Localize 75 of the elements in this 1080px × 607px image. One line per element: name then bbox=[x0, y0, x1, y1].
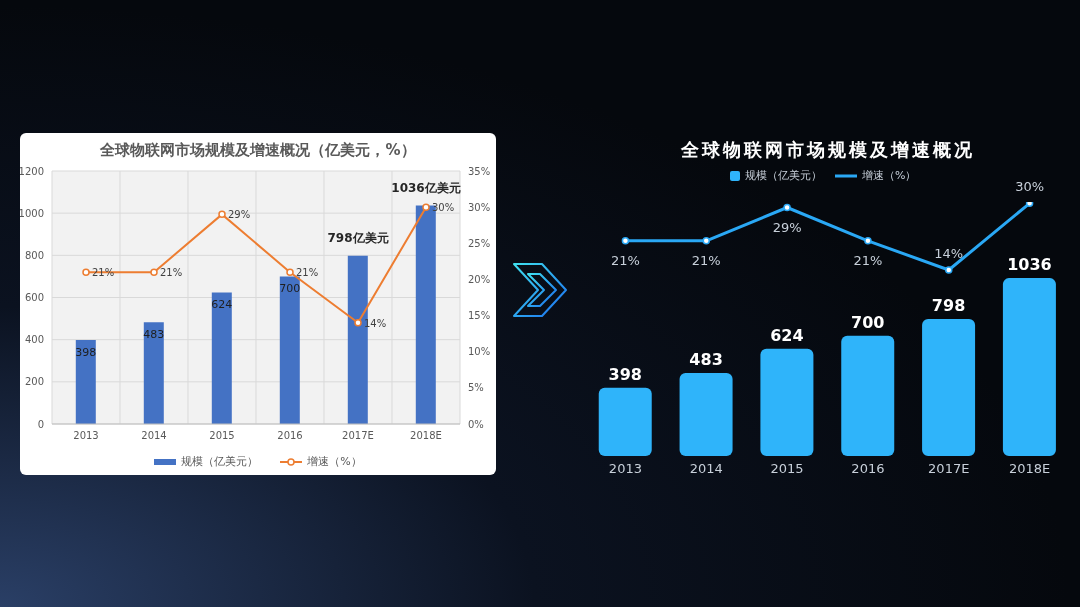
data-label: 21% bbox=[296, 267, 319, 279]
x-tick-label: 2018E bbox=[1008, 461, 1051, 477]
y-tick-label: 800 bbox=[24, 249, 44, 261]
data-label: 21% bbox=[853, 252, 883, 268]
x-tick-label: 2016 bbox=[277, 430, 303, 442]
annotation: 798亿美元 bbox=[327, 230, 389, 245]
bar bbox=[922, 318, 976, 456]
y2-tick-label: 15% bbox=[468, 310, 491, 322]
point bbox=[218, 210, 226, 219]
x-tick-label: 2013 bbox=[608, 461, 642, 477]
x-tick-label: 2013 bbox=[73, 430, 99, 442]
data-label: 21% bbox=[691, 252, 721, 268]
point bbox=[150, 268, 158, 276]
x-tick-label: 2015 bbox=[770, 461, 804, 477]
bar bbox=[143, 322, 164, 424]
data-label: 624 bbox=[211, 298, 233, 312]
y2-tick-label: 25% bbox=[468, 237, 491, 249]
point bbox=[864, 237, 872, 245]
data-label: 30% bbox=[1015, 179, 1045, 195]
legend-label: 规模（亿美元） bbox=[745, 168, 822, 183]
x-tick-label: 2017E bbox=[928, 461, 970, 477]
y2-tick-label: 5% bbox=[468, 382, 484, 394]
legend-label: 规模（亿美元） bbox=[181, 454, 259, 469]
bar bbox=[841, 335, 895, 456]
data-label: 624 bbox=[770, 325, 804, 345]
data-label: 398 bbox=[75, 346, 97, 360]
data-label: 21% bbox=[610, 252, 640, 268]
y-tick-label: 600 bbox=[24, 292, 44, 304]
y2-tick-label: 10% bbox=[468, 346, 491, 358]
point bbox=[82, 268, 90, 276]
x-tick-label: 2014 bbox=[141, 430, 167, 442]
data-label: 14% bbox=[934, 246, 964, 261]
legend-label: 增速（%） bbox=[862, 168, 917, 183]
x-tick-label: 2014 bbox=[689, 461, 723, 477]
y-tick-label: 200 bbox=[24, 376, 44, 388]
data-label: 700 bbox=[279, 282, 301, 296]
data-label: 30% bbox=[432, 202, 455, 214]
data-label: 483 bbox=[689, 350, 723, 370]
point bbox=[621, 237, 630, 245]
y2-tick-label: 20% bbox=[468, 273, 491, 285]
point bbox=[783, 203, 791, 212]
bar bbox=[1002, 278, 1056, 456]
y-tick-label: 0 bbox=[37, 418, 44, 430]
x-tick-label: 2016 bbox=[851, 461, 885, 477]
data-label: 21% bbox=[160, 267, 183, 279]
bar bbox=[279, 276, 300, 424]
point bbox=[702, 237, 710, 245]
data-label: 700 bbox=[851, 312, 885, 332]
bar bbox=[75, 340, 96, 424]
y-tick-label: 400 bbox=[24, 334, 44, 346]
point bbox=[354, 319, 362, 327]
x-tick-label: 2017E bbox=[342, 430, 374, 442]
y2-tick-label: 30% bbox=[468, 201, 491, 213]
chart-title: 全球物联网市场规模及增速概况（亿美元，%） bbox=[99, 140, 417, 161]
y2-tick-label: 35% bbox=[468, 165, 491, 177]
bar bbox=[679, 373, 733, 456]
x-tick-label: 2015 bbox=[209, 430, 235, 442]
bar bbox=[760, 348, 814, 456]
chart-title: 全球物联网市场规模及增速概况 bbox=[680, 139, 975, 160]
bar bbox=[598, 387, 652, 456]
point bbox=[422, 203, 430, 211]
data-label: 398 bbox=[608, 364, 642, 384]
data-label: 29% bbox=[228, 209, 251, 221]
data-label: 29% bbox=[772, 219, 802, 235]
y-tick-label: 1000 bbox=[18, 207, 44, 219]
data-label: 798 bbox=[931, 295, 966, 315]
x-tick-label: 2018E bbox=[410, 430, 442, 442]
data-label: 1036 bbox=[1007, 255, 1052, 275]
y-tick-label: 1200 bbox=[18, 165, 44, 177]
point bbox=[945, 266, 953, 274]
y2-tick-label: 0% bbox=[468, 418, 484, 430]
point bbox=[286, 268, 294, 276]
annotation: 1036亿美元 bbox=[391, 180, 461, 195]
bar bbox=[211, 292, 232, 424]
legend-label: 增速（%） bbox=[307, 454, 362, 469]
